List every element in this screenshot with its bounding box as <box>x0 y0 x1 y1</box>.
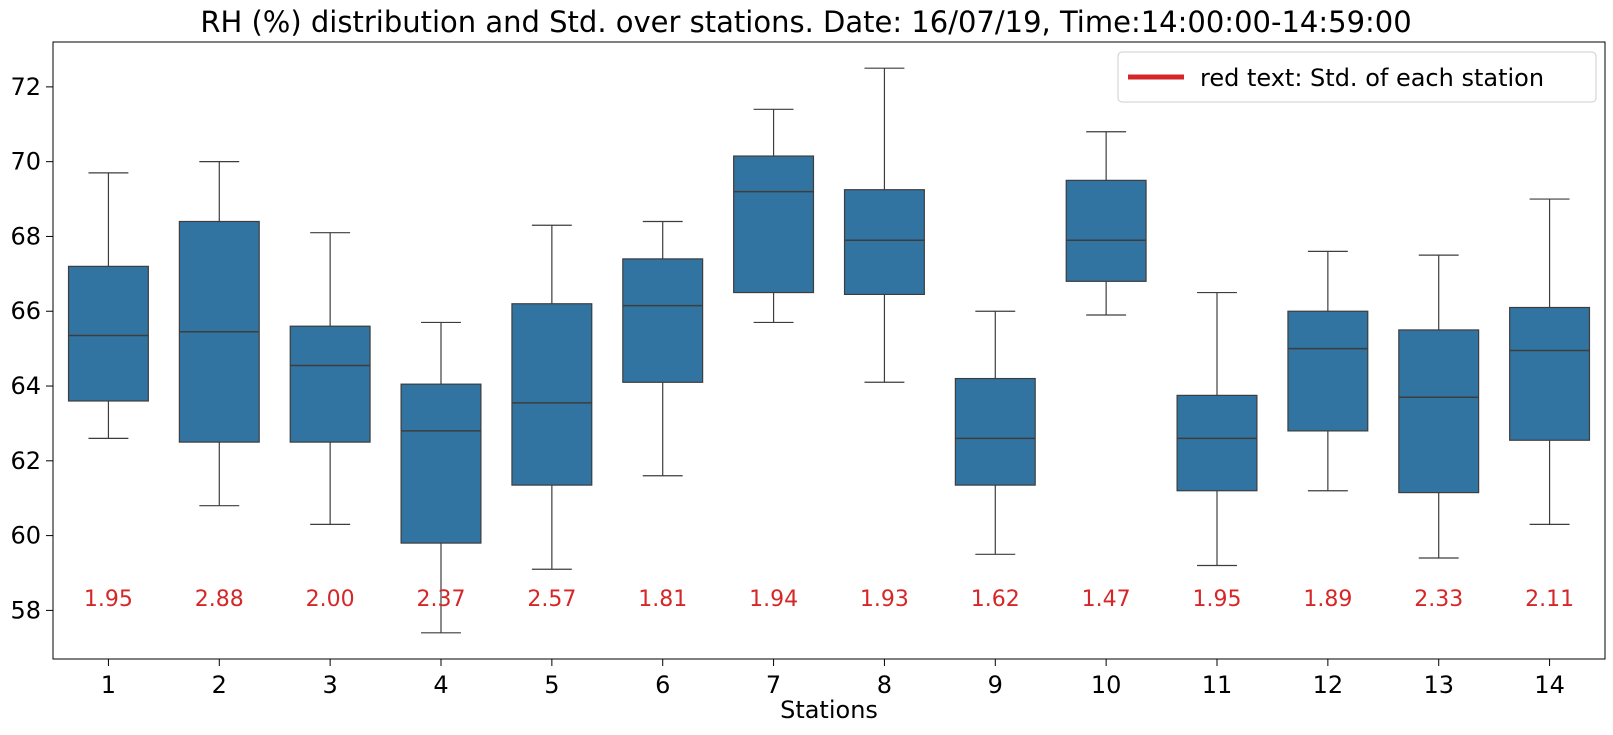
iqr-box <box>733 155 815 294</box>
std-label: 2.88 <box>195 587 244 612</box>
x-tick-label: 14 <box>1534 671 1565 699</box>
chart-title: RH (%) distribution and Std. over statio… <box>200 5 1411 39</box>
y-tick-label: 68 <box>10 222 41 250</box>
x-tick-label: 8 <box>877 671 892 699</box>
box-station-11 <box>1176 291 1258 567</box>
iqr-box <box>1509 306 1591 441</box>
std-label-group: 1.95 2.88 2.00 2.37 2.57 1.81 1.94 1.93 1.62 1.47… <box>84 587 1574 612</box>
box-station-5 <box>511 224 593 570</box>
std-label: 2.57 <box>527 587 576 612</box>
iqr-box <box>1176 394 1258 492</box>
y-tick-label: 66 <box>10 297 41 325</box>
box-station-9 <box>954 310 1036 555</box>
box-station-3 <box>289 232 371 525</box>
y-axis: 58 60 62 64 66 68 70 72 <box>10 73 53 624</box>
legend-frame <box>1117 51 1597 103</box>
box-station-12 <box>1287 250 1369 492</box>
iqr-box <box>843 189 925 296</box>
x-axis-label: Stations <box>780 696 878 724</box>
x-tick-label: 6 <box>655 671 670 699</box>
iqr-box <box>1398 329 1480 494</box>
iqr-box <box>1065 179 1147 282</box>
std-label: 1.94 <box>749 587 798 612</box>
x-tick-label: 9 <box>988 671 1003 699</box>
x-tick-label: 3 <box>323 671 338 699</box>
box-station-7 <box>733 108 815 324</box>
y-tick-label: 70 <box>10 148 41 176</box>
std-label: 2.37 <box>417 587 466 612</box>
x-tick-label: 11 <box>1202 671 1233 699</box>
y-tick-label: 58 <box>10 596 41 624</box>
y-tick-label: 62 <box>10 447 41 475</box>
box-station-4 <box>400 321 482 634</box>
x-tick-label: 7 <box>766 671 781 699</box>
box-station-13 <box>1398 254 1480 559</box>
iqr-box <box>511 303 593 486</box>
y-tick-label: 72 <box>10 73 41 101</box>
iqr-box <box>289 325 371 443</box>
std-label: 2.11 <box>1525 587 1574 612</box>
x-tick-label: 2 <box>212 671 227 699</box>
x-tick-label: 13 <box>1423 671 1454 699</box>
box-station-8 <box>843 67 925 383</box>
iqr-box <box>1287 310 1369 432</box>
box-station-14 <box>1509 198 1591 525</box>
std-label: 1.62 <box>971 587 1020 612</box>
x-tick-label: 10 <box>1091 671 1122 699</box>
y-tick-label: 60 <box>10 522 41 550</box>
box-station-1 <box>67 172 149 439</box>
std-label: 2.00 <box>306 587 355 612</box>
std-label: 2.33 <box>1414 587 1463 612</box>
box-station-6 <box>622 220 704 477</box>
std-label: 1.81 <box>638 587 687 612</box>
box-series <box>67 67 1591 634</box>
x-axis: 1 2 3 4 5 6 7 8 9 10 11 12 13 14 <box>101 659 1565 699</box>
x-tick-label: 5 <box>544 671 559 699</box>
iqr-box <box>622 258 704 383</box>
plot-area-frame <box>52 41 1606 660</box>
std-label: 1.89 <box>1303 587 1352 612</box>
iqr-box <box>67 265 149 402</box>
box-station-10 <box>1065 131 1147 316</box>
iqr-box <box>400 383 482 544</box>
box-station-2 <box>178 161 260 507</box>
iqr-box <box>954 377 1036 486</box>
legend-label: red text: Std. of each station <box>1200 64 1544 92</box>
legend: red text: Std. of each station <box>1117 51 1597 103</box>
std-label: 1.47 <box>1082 587 1131 612</box>
x-tick-label: 1 <box>101 671 116 699</box>
std-label: 1.93 <box>860 587 909 612</box>
x-tick-label: 4 <box>433 671 448 699</box>
std-label: 1.95 <box>1193 587 1242 612</box>
y-tick-label: 64 <box>10 372 41 400</box>
std-label: 1.95 <box>84 587 133 612</box>
x-tick-label: 12 <box>1313 671 1344 699</box>
